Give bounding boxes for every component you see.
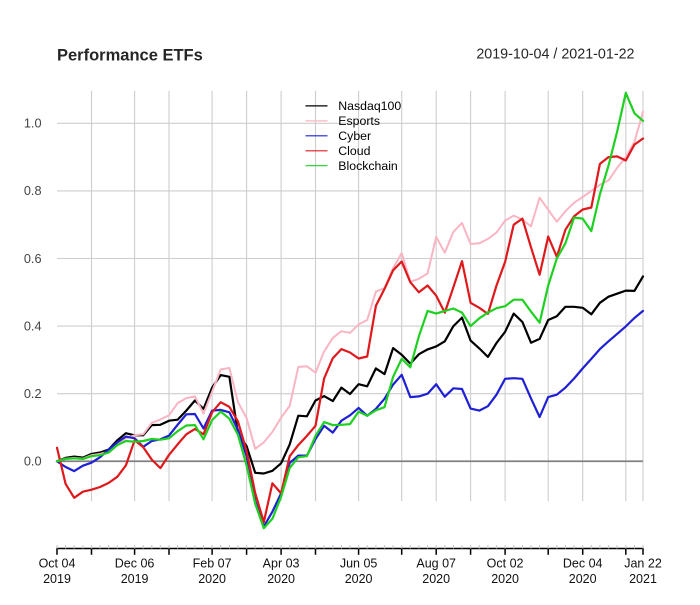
- svg-text:Cyber: Cyber: [338, 129, 371, 143]
- svg-text:Feb 07: Feb 07: [193, 557, 232, 571]
- svg-text:2020: 2020: [345, 572, 373, 586]
- svg-text:Dec 04: Dec 04: [563, 557, 603, 571]
- svg-text:2021: 2021: [629, 572, 657, 586]
- svg-text:2020: 2020: [491, 572, 519, 586]
- svg-text:2020: 2020: [422, 572, 450, 586]
- svg-text:0.2: 0.2: [24, 387, 42, 401]
- svg-text:0.8: 0.8: [24, 184, 42, 198]
- svg-text:0.4: 0.4: [24, 319, 42, 333]
- svg-text:Apr 03: Apr 03: [263, 557, 300, 571]
- svg-text:Oct 02: Oct 02: [487, 557, 524, 571]
- svg-text:2020: 2020: [267, 572, 295, 586]
- svg-text:0.6: 0.6: [24, 252, 42, 266]
- svg-text:2020: 2020: [569, 572, 597, 586]
- svg-text:2019: 2019: [121, 572, 149, 586]
- svg-text:Dec 06: Dec 06: [115, 557, 155, 571]
- svg-text:Performance ETFs: Performance ETFs: [57, 47, 203, 65]
- svg-text:Oct 04: Oct 04: [39, 557, 76, 571]
- svg-text:1.0: 1.0: [24, 117, 42, 131]
- svg-text:2019: 2019: [43, 572, 71, 586]
- svg-text:Esports: Esports: [338, 114, 380, 128]
- svg-text:Jan 22: Jan 22: [624, 557, 662, 571]
- svg-text:Nasdaq100: Nasdaq100: [338, 99, 401, 113]
- svg-text:2019-10-04 / 2021-01-22: 2019-10-04 / 2021-01-22: [476, 47, 634, 63]
- svg-text:0.0: 0.0: [24, 455, 42, 469]
- svg-text:Cloud: Cloud: [338, 144, 370, 158]
- svg-text:Blockchain: Blockchain: [338, 159, 398, 173]
- svg-text:2020: 2020: [198, 572, 226, 586]
- svg-text:Aug 07: Aug 07: [416, 557, 456, 571]
- svg-text:Jun 05: Jun 05: [340, 557, 378, 571]
